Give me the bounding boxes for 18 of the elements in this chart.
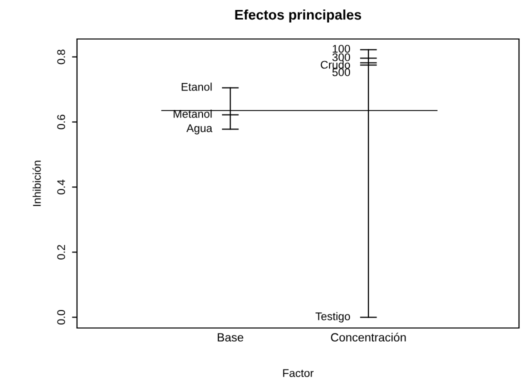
y-axis-title: Inhibición — [32, 160, 41, 206]
x-axis-title: Factor — [283, 369, 314, 378]
x-tick-label: Base — [218, 333, 244, 342]
y-tick-label: 0.6 — [57, 114, 66, 130]
annotation: Agua — [186, 124, 212, 134]
x-tick-label: Concentración — [330, 332, 406, 342]
annotation: 500 — [332, 68, 350, 76]
annotation: Crudo — [320, 60, 350, 69]
y-tick-label: 0.8 — [57, 50, 66, 64]
y-tick-label: 0.0 — [57, 310, 66, 325]
y-tick-label: 0.2 — [57, 245, 66, 260]
annotation: Metanol — [174, 110, 212, 118]
annotation: 300 — [332, 53, 350, 62]
annotation: Testigo — [316, 312, 350, 322]
chart-title: Efectos principales — [235, 9, 362, 22]
annotation: 100 — [332, 44, 350, 53]
y-tick-label: 0.4 — [57, 180, 66, 194]
annotation: Etanol — [182, 82, 212, 91]
